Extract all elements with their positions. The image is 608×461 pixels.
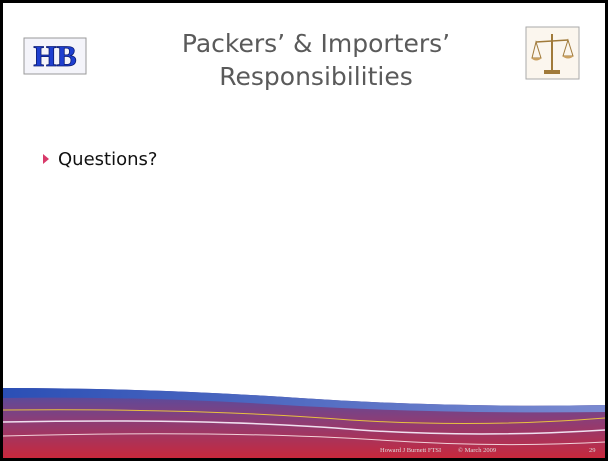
logo: HB bbox=[23, 37, 87, 75]
footer-author: Howard J Burnett FTSI bbox=[380, 447, 441, 454]
logo-box bbox=[23, 37, 87, 75]
title-line: Responsibilities bbox=[219, 62, 413, 91]
title-line: Packers’ & Importers’ bbox=[182, 29, 450, 58]
bottom-wave bbox=[2, 388, 606, 458]
scales-icon bbox=[525, 26, 580, 80]
bullet-marker bbox=[43, 154, 49, 164]
footer-copyright: © March 2009 bbox=[458, 447, 496, 454]
logo-text: HB bbox=[33, 40, 76, 73]
bullet-text: Questions? bbox=[58, 149, 157, 170]
page-number: 29 bbox=[589, 447, 596, 454]
